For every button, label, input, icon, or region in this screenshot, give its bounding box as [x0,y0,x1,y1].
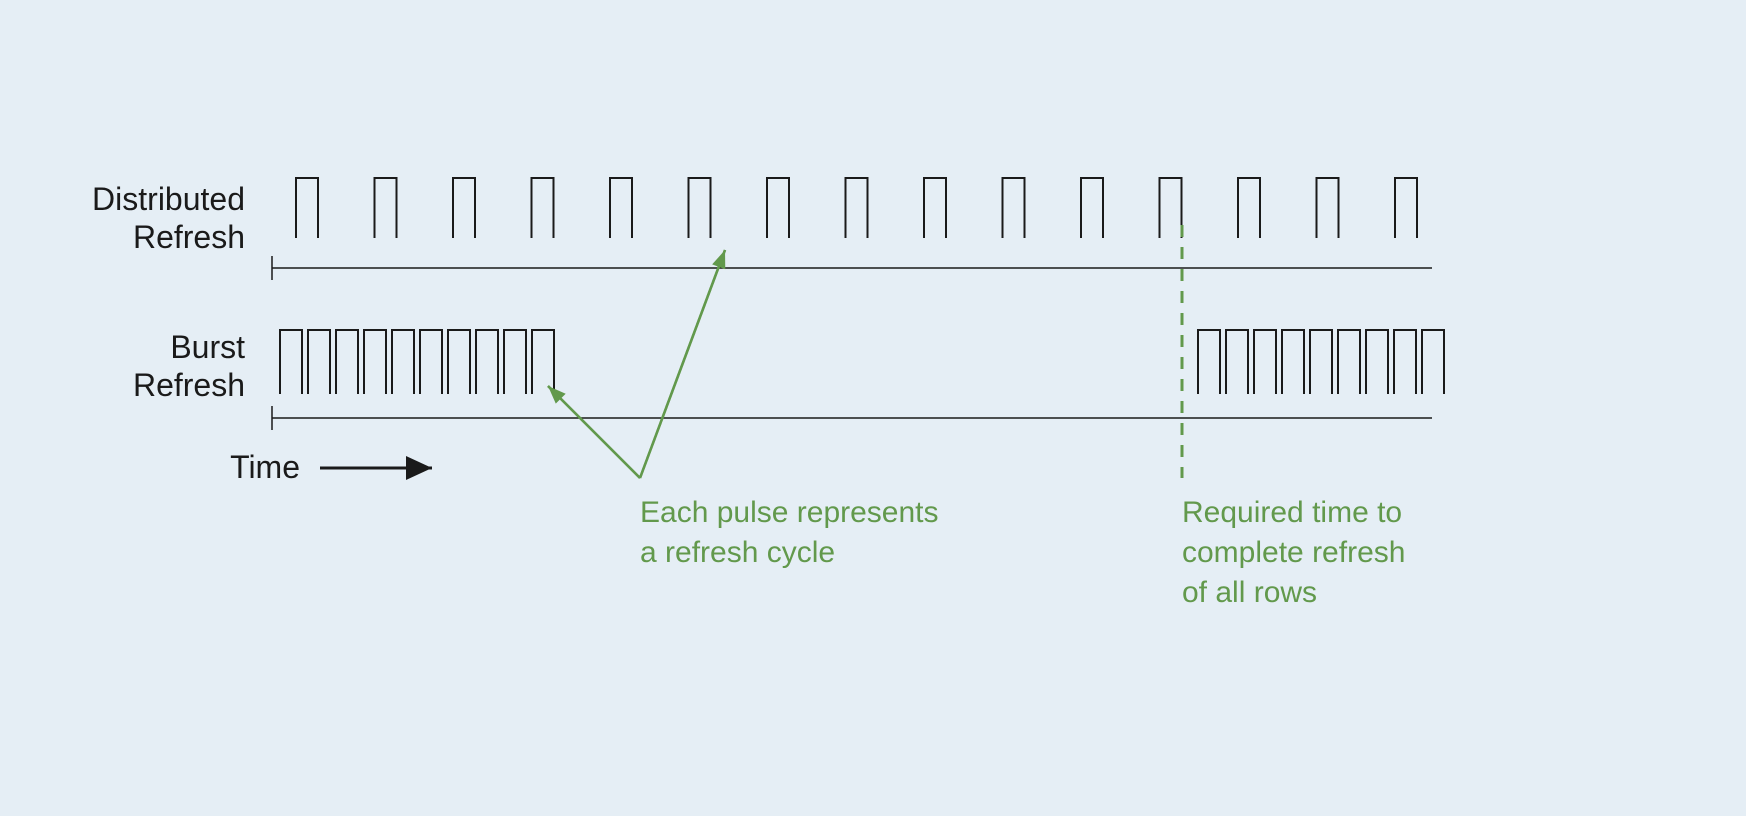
label-distributed-line2: Refresh [133,219,245,255]
annotation-required-line2: complete refresh [1182,536,1405,569]
label-burst-line2: Refresh [133,367,245,403]
label-burst-line1: Burst [170,329,245,365]
annotation-required-line3: of all rows [1182,576,1317,609]
annotation-pulse-line1: Each pulse represents [640,496,939,529]
label-distributed-line1: Distributed [92,181,245,217]
annotation-pulse-line2: a refresh cycle [640,536,835,569]
background [0,0,1746,816]
annotation-required-line1: Required time to [1182,496,1402,529]
label-time: Time [230,449,300,485]
